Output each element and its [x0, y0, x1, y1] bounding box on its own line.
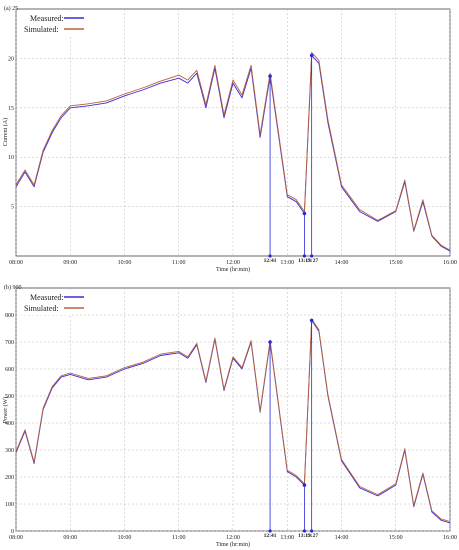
marker-base-point — [310, 529, 314, 533]
y-tick-label: 20 — [8, 56, 14, 62]
x-tick-label: 14:00 — [335, 535, 349, 541]
y-tick-label: 15 — [8, 106, 14, 112]
series-line-measured — [15, 319, 451, 524]
legend-measured-label: Measured: — [30, 293, 64, 302]
series-lines — [15, 318, 451, 524]
x-tick-label: 15:00 — [389, 260, 403, 266]
marker-point — [302, 211, 307, 216]
marker-base-point — [302, 529, 307, 533]
legend-simulated-label: Simulated: — [24, 25, 59, 34]
series-lines — [15, 52, 451, 252]
legend-measured-label: Measured: — [30, 14, 64, 23]
x-tick-label: 16:00 — [443, 260, 457, 266]
x-tick-label: 14:00 — [335, 260, 349, 266]
marker-point — [268, 340, 272, 344]
marker-point — [309, 318, 314, 323]
marker-label: 12:41 — [264, 258, 277, 264]
y-tick-labels: 5 10 15 20 — [8, 56, 14, 210]
marker-base-point — [310, 254, 314, 258]
x-tick-label: 13:00 — [280, 535, 294, 541]
y-axis-label: Current (A) — [2, 118, 9, 146]
panel-label: (a) 25 — [4, 5, 18, 12]
marker-base-point — [268, 254, 272, 258]
x-tick-label: 12:00 — [226, 535, 240, 541]
marker-label: 13:19 — [298, 258, 311, 264]
marker-label: 13:27 — [305, 258, 318, 264]
gridlines — [15, 9, 451, 256]
current-chart-panel: (a) 25 5 10 15 20 08:00 09:00 10:00 11:00 12:00… — [2, 5, 457, 273]
y-tick-label: 5 — [11, 205, 14, 211]
y-axis-label: Power (W) — [2, 397, 9, 424]
legend-simulated-label: Simulated: — [24, 304, 59, 313]
y-tick-label: 400 — [5, 421, 14, 427]
y-tick-label: 10 — [8, 155, 14, 161]
marker-label: 12:41 — [264, 533, 277, 539]
x-tick-label: 08:00 — [9, 260, 23, 266]
marker-label: 13:19 — [298, 533, 311, 539]
x-tick-labels: 08:00 09:00 10:00 11:00 12:00 13:00 14:00 15:00… — [9, 535, 457, 541]
x-tick-label: 09:00 — [63, 535, 77, 541]
y-tick-label: 500 — [5, 394, 14, 400]
y-tick-label: 300 — [5, 448, 14, 454]
x-tick-labels: 08:00 09:00 10:00 11:00 12:00 13:00 14:00 15:00… — [9, 260, 457, 266]
x-tick-label: 13:00 — [280, 260, 294, 266]
y-tick-label: 100 — [5, 502, 14, 508]
panel-label: (b) 900 — [4, 284, 22, 291]
x-tick-label: 16:00 — [443, 535, 457, 541]
x-tick-label: 08:00 — [9, 535, 23, 541]
y-tick-label: 600 — [5, 367, 14, 373]
y-tick-label: 700 — [5, 340, 14, 346]
legend: Measured: Simulated: — [20, 12, 84, 36]
x-tick-label: 10:00 — [118, 260, 132, 266]
series-line-simulated — [15, 52, 451, 251]
x-axis-label: Time (hr:min) — [216, 541, 250, 548]
x-tick-label: 11:00 — [172, 260, 185, 266]
y-tick-labels: 0 100 200 300 400 500 600 700 800 — [5, 313, 14, 535]
x-tick-label: 11:00 — [172, 535, 185, 541]
x-tick-label: 09:00 — [63, 260, 77, 266]
marker-point — [309, 53, 314, 58]
y-tick-label: 200 — [5, 475, 14, 481]
y-tick-label: 800 — [5, 313, 14, 319]
marker-point — [302, 483, 307, 487]
marker-base-point — [268, 529, 272, 533]
series-line-measured — [15, 54, 451, 252]
series-line-simulated — [15, 318, 451, 522]
legend: Measured: Simulated: — [20, 291, 84, 315]
y-tick-label: 0 — [11, 529, 14, 535]
x-tick-label: 15:00 — [389, 535, 403, 541]
x-tick-label: 12:00 — [226, 260, 240, 266]
x-tick-label: 10:00 — [118, 535, 132, 541]
x-axis-label: Time (hr:min) — [216, 266, 250, 273]
marker-point — [268, 74, 272, 78]
marker-label: 13:27 — [305, 533, 318, 539]
marker-base-point — [302, 254, 307, 258]
gridlines — [15, 288, 451, 532]
